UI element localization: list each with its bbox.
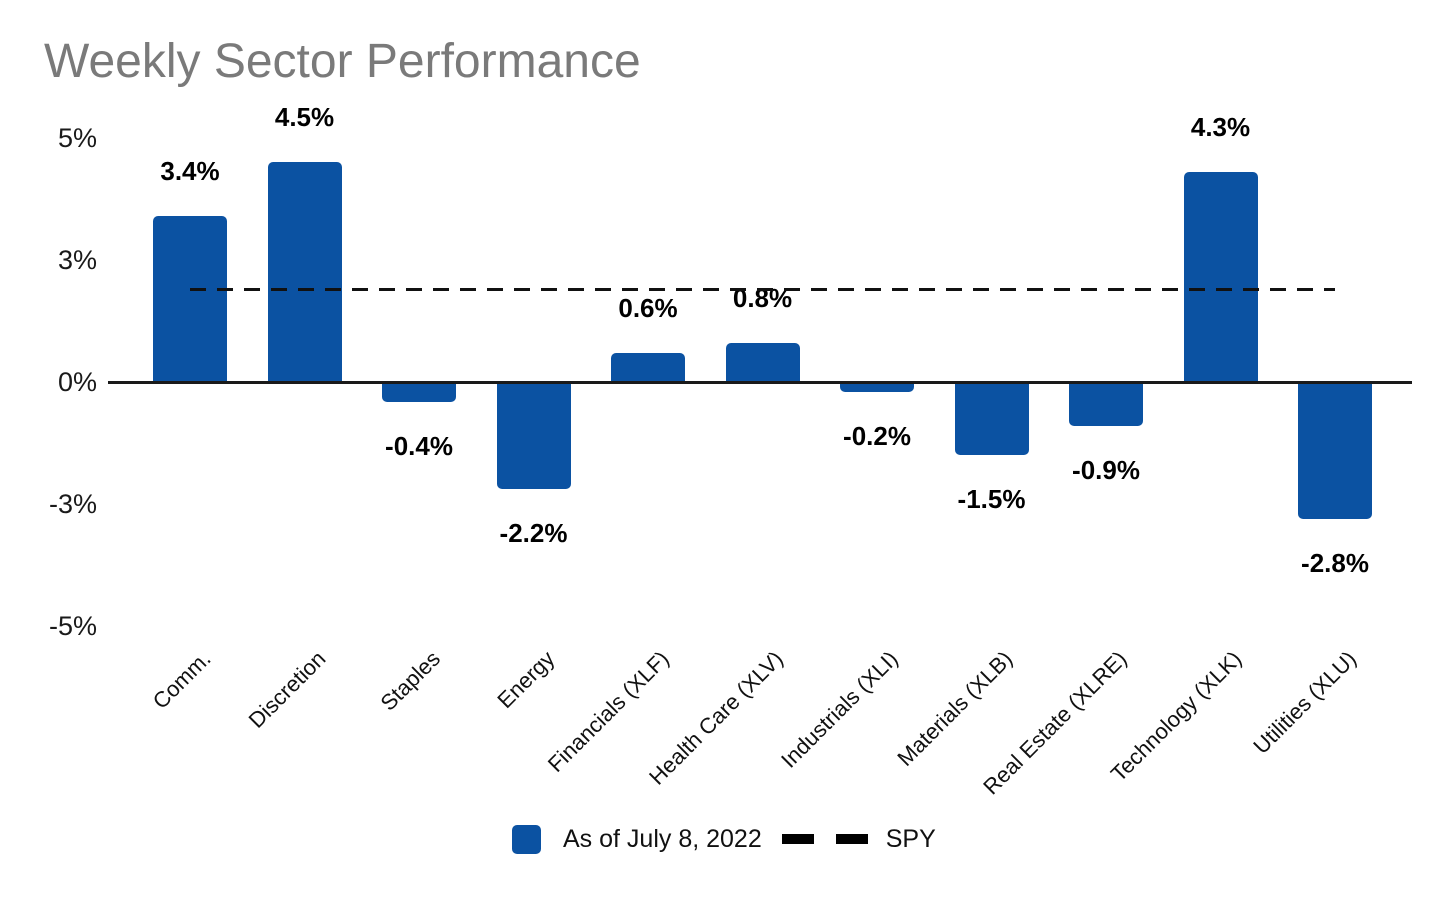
x-axis-label: Staples xyxy=(375,646,445,716)
bar-comm xyxy=(153,216,227,382)
bar-real-estate-xlre xyxy=(1069,382,1143,426)
y-tick-label: 3% xyxy=(57,245,97,275)
bar-value-label: 3.4% xyxy=(160,156,220,187)
bar-technology-xlk xyxy=(1183,172,1258,382)
bar-staples xyxy=(382,382,456,402)
x-axis-label: Industrials (XLI) xyxy=(776,646,903,773)
legend: As of July 8, 2022 SPY xyxy=(512,823,936,855)
x-axis-label: Energy xyxy=(492,646,560,713)
bar-value-label: -0.2% xyxy=(843,420,911,451)
bar-utilities-xlu xyxy=(1298,382,1372,519)
x-axis-label: Discretion xyxy=(243,646,331,733)
y-tick-label: 5% xyxy=(57,123,97,153)
bar-health-care-xlv xyxy=(725,342,800,382)
bar-value-label: 4.5% xyxy=(274,102,335,133)
x-axis-label: Comm. xyxy=(147,646,216,714)
y-tick-label: -3% xyxy=(48,489,97,519)
x-axis-label: Materials (XLB) xyxy=(892,646,1018,771)
bar-value-label: -0.4% xyxy=(385,430,453,461)
zero-axis-line xyxy=(108,380,1412,384)
bar-value-label: 0.6% xyxy=(618,292,678,323)
bar-energy xyxy=(496,382,571,490)
y-tick-label: -5% xyxy=(48,611,97,641)
spy-dashed-line xyxy=(190,287,1335,291)
legend-line-label: SPY xyxy=(885,824,936,853)
y-tick-label: 0% xyxy=(57,367,97,397)
bar-discretion xyxy=(267,162,342,382)
bar-value-label: -2.8% xyxy=(1301,547,1369,578)
legend-dash-icon xyxy=(781,834,814,844)
x-axis-label: Financials (XLF) xyxy=(542,646,674,777)
bar-value-label: 4.3% xyxy=(1190,112,1251,143)
x-axis-label: Utilities (XLU) xyxy=(1247,646,1361,759)
bar-materials-xlb xyxy=(954,382,1029,456)
legend-dash-icon xyxy=(835,834,868,844)
bar-value-label: -0.9% xyxy=(1072,454,1140,485)
bar-value-label: -2.2% xyxy=(499,518,568,549)
legend-bar-label: As of July 8, 2022 xyxy=(563,824,762,853)
chart-title: Weekly Sector Performance xyxy=(44,35,641,88)
bar-value-label: -1.5% xyxy=(957,484,1026,515)
legend-bar-swatch-icon xyxy=(512,824,541,854)
bar-industrials-xli xyxy=(840,382,914,392)
bar-financials-xlf xyxy=(611,352,685,382)
